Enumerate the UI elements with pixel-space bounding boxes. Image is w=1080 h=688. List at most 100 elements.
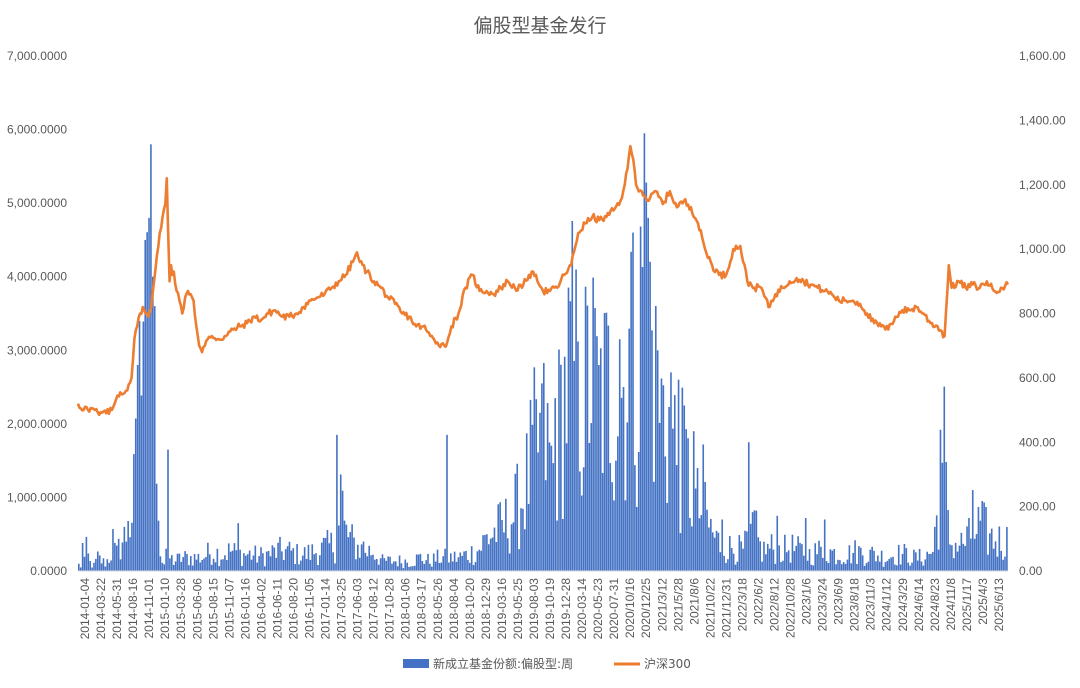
bar: [402, 568, 405, 571]
bar: [706, 509, 708, 571]
bar: [571, 221, 574, 571]
bar: [636, 506, 638, 571]
bar: [282, 560, 285, 571]
bar: [915, 552, 917, 571]
x-tick-label: 2019-08-03: [527, 578, 541, 640]
bar: [647, 217, 649, 572]
bar: [311, 544, 314, 571]
bar: [985, 506, 987, 571]
bar: [867, 561, 870, 571]
bar: [586, 305, 589, 571]
bar: [628, 328, 631, 571]
bar: [829, 549, 832, 571]
bar: [827, 563, 830, 571]
bar: [355, 559, 357, 571]
bar: [799, 542, 801, 571]
bar: [505, 498, 507, 571]
bar: [930, 553, 932, 571]
x-tick-label: 2015-06-06: [190, 578, 204, 640]
bar: [579, 471, 581, 571]
bar: [317, 565, 319, 571]
bar: [861, 555, 864, 571]
bar: [651, 330, 653, 571]
bar: [873, 550, 875, 571]
bar: [594, 308, 596, 571]
bar: [983, 502, 985, 571]
bar: [463, 551, 465, 571]
bar: [681, 387, 684, 571]
x-tick-label: 2020-07-31: [607, 578, 621, 640]
bar: [818, 540, 820, 571]
bar: [973, 538, 976, 571]
bar: [822, 557, 824, 571]
bar: [114, 542, 116, 571]
bar: [753, 510, 756, 571]
bar: [176, 553, 179, 571]
bar: [207, 542, 209, 571]
bar: [949, 544, 951, 571]
bar: [806, 560, 809, 571]
x-tick-label: 2015-03-28: [174, 578, 188, 640]
bar: [772, 549, 775, 571]
right-tick-label: 800.00: [1019, 307, 1056, 321]
bar: [138, 320, 141, 571]
x-tick-label: 2015-01-10: [158, 578, 172, 640]
bar: [417, 554, 420, 571]
bar: [958, 545, 961, 571]
x-tick-label: 2023/3/24: [816, 578, 830, 632]
bar: [717, 532, 720, 571]
bar: [189, 556, 192, 571]
bar: [133, 454, 135, 571]
bar: [840, 564, 843, 571]
bar: [320, 542, 323, 571]
bar: [227, 543, 230, 571]
bar: [637, 451, 640, 571]
bar: [338, 525, 340, 571]
bar: [237, 523, 240, 571]
bar: [882, 566, 885, 571]
bar: [691, 526, 693, 571]
bar: [533, 367, 536, 571]
bar: [155, 483, 158, 571]
bar: [556, 520, 558, 571]
bar: [514, 473, 517, 571]
bar: [960, 532, 963, 571]
bar: [110, 560, 112, 571]
bar: [987, 554, 989, 571]
bar: [643, 133, 646, 571]
bar: [336, 434, 338, 571]
bar: [713, 537, 716, 571]
bar: [1004, 556, 1006, 571]
legend-bar-label: 新成立基金份额:偏股型:周: [433, 656, 573, 671]
bar: [220, 559, 222, 571]
bar: [590, 423, 593, 571]
x-tick-label: 2014-03-22: [94, 578, 108, 640]
bar: [432, 553, 435, 571]
bar: [233, 543, 236, 571]
bar: [243, 553, 245, 571]
bar: [119, 559, 122, 571]
bar: [357, 544, 359, 571]
bar: [467, 559, 469, 571]
bar: [715, 530, 718, 571]
bar: [835, 564, 837, 571]
bar: [104, 566, 107, 571]
bar: [778, 545, 780, 571]
bar: [613, 500, 615, 571]
bar: [100, 563, 103, 571]
bar: [298, 564, 300, 571]
bar: [774, 563, 777, 571]
bar: [791, 534, 794, 571]
bar: [780, 562, 782, 571]
bar: [886, 560, 889, 571]
bar: [856, 563, 858, 571]
bar-series: [78, 133, 1008, 572]
bar: [254, 545, 257, 571]
bar: [343, 520, 346, 571]
bar: [252, 555, 255, 571]
bar: [541, 383, 543, 571]
bar: [269, 556, 272, 571]
bar: [941, 462, 944, 571]
bar: [383, 558, 386, 571]
